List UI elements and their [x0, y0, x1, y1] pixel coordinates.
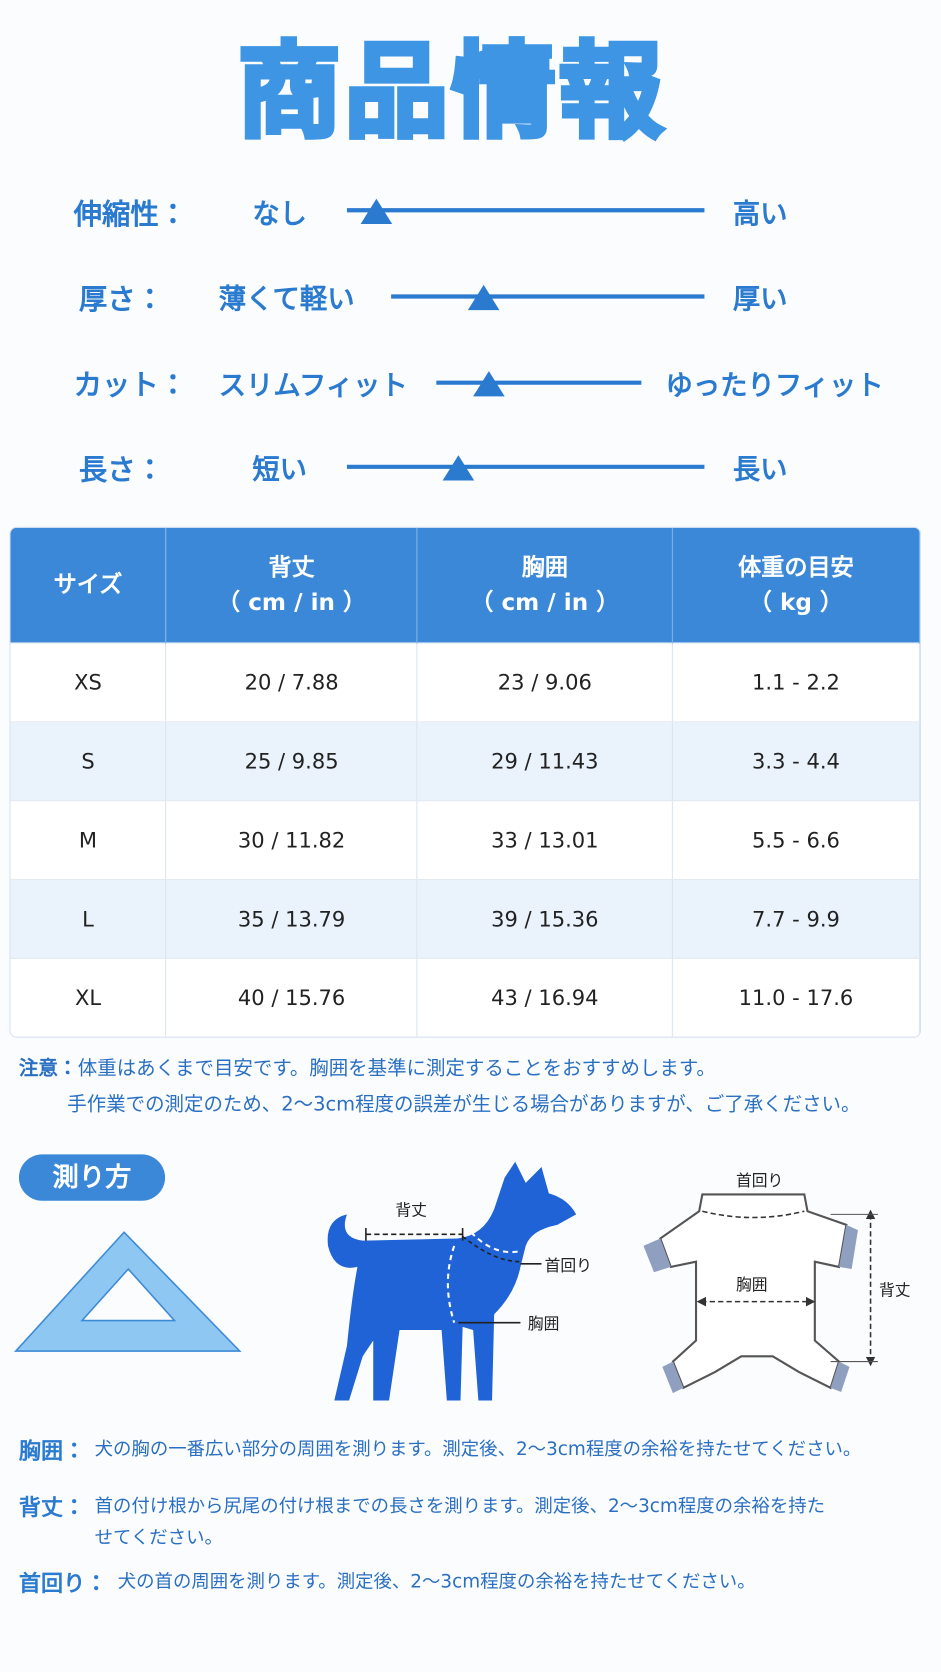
header-row: サイズ 背丈 （ cm / in ） 胸囲 （ cm / in ） 体重の目安 （ kg ）: [10, 527, 920, 643]
table-cell: 35 / 13.79: [166, 878, 418, 959]
garment-label: 背丈: [878, 1280, 911, 1300]
attribute-high: 長い: [732, 454, 788, 486]
section-title: 測り方: [18, 1154, 166, 1201]
table-cell: XS: [10, 642, 167, 722]
column-name: サイズ: [53, 571, 123, 599]
table-cell: 39 / 15.36: [417, 878, 674, 959]
column-unit: （ cm / in ）: [470, 589, 620, 616]
attribute-high: 厚い: [732, 283, 788, 316]
table-row: L 35 / 13.79 39 / 15.36 7.7 - 9.9: [10, 878, 920, 959]
table-body: XS 20 / 7.88 23 / 9.06 1.1 - 2.2 S 25 / 9.85 2…: [10, 642, 920, 1037]
table-cell: S: [10, 721, 167, 801]
column-header: 体重の目安 （ kg ）: [672, 527, 920, 643]
column-unit: （ cm / in ）: [217, 589, 367, 616]
definition-term: 首回り：: [18, 1570, 108, 1597]
column-header: 胸囲 （ cm / in ）: [417, 527, 674, 643]
garment-label: 胸囲: [735, 1275, 768, 1295]
note-line: 体重はあくまで目安です。胸囲を基準に測定することをおすすめします。: [77, 1057, 716, 1080]
attribute-label: 長さ：: [78, 454, 165, 487]
dog-label: 胸囲: [527, 1314, 560, 1334]
slider-marker: [473, 371, 505, 397]
column-unit: （ kg ）: [748, 589, 844, 616]
column-header: 背丈 （ cm / in ）: [166, 527, 418, 643]
table-row: M 30 / 11.82 33 / 13.01 5.5 - 6.6: [10, 800, 920, 880]
column-name: 体重の目安: [738, 554, 854, 581]
definition-term: 背丈：: [18, 1495, 86, 1521]
table-cell: L: [10, 878, 167, 959]
definition-text: 犬の胸の一番広い部分の周囲を測ります。測定後、2〜3cm程度の余裕を持たせてくだ…: [94, 1439, 862, 1461]
note-line: 手作業での測定のため、2〜3cm程度の誤差が生じる場合がありますが、ご了承くださ…: [67, 1093, 861, 1116]
attribute-label: 厚さ：: [78, 283, 165, 317]
dog-leaders: [365, 1228, 542, 1324]
table-row: S 25 / 9.85 29 / 11.43 3.3 - 4.4: [10, 721, 920, 801]
column-name: 背丈: [268, 554, 315, 581]
slider-marker: [442, 455, 475, 481]
garment-label: 首回り: [735, 1171, 784, 1191]
table-cell: 5.5 - 6.6: [672, 800, 920, 880]
table-cell: 40 / 15.76: [166, 957, 418, 1037]
dog-measure-lines: [446, 1231, 521, 1323]
dog-label: 首回り: [544, 1256, 592, 1276]
attribute-label: 伸縮性：: [73, 198, 188, 232]
column-name: 胸囲: [521, 554, 568, 581]
slider-lines: [346, 208, 705, 469]
attribute-high: 高い: [732, 198, 788, 231]
slider-markers: [360, 198, 505, 481]
page-title: 商品情報: [235, 30, 667, 155]
table-cell: 29 / 11.43: [417, 721, 674, 801]
slider-marker: [467, 284, 500, 311]
table-cell: M: [10, 800, 167, 880]
table-cell: 25 / 9.85: [166, 721, 418, 801]
definition-text: 首の付け根から尻尾の付け根までの長さを測ります。測定後、2〜3cm程度の余裕を持…: [94, 1496, 826, 1549]
column-header: サイズ: [10, 527, 167, 643]
table-cell: XL: [10, 957, 167, 1037]
table-row: XL 40 / 15.76 43 / 16.94 11.0 - 17.6: [10, 957, 920, 1037]
table-cell: 20 / 7.88: [166, 642, 418, 722]
size-table: サイズ 背丈 （ cm / in ） 胸囲 （ cm / in ） 体重の目安 （ kg ）…: [10, 527, 920, 1037]
note-label: 注意：: [18, 1057, 78, 1080]
table-cell: 33 / 13.01: [417, 800, 674, 880]
table-cell: 23 / 9.06: [417, 642, 674, 722]
ruler-icon: [13, 1231, 242, 1352]
table-cell: 3.3 - 4.4: [672, 721, 920, 801]
slider-marker: [360, 198, 393, 224]
attribute-high: ゆったりフィット: [665, 370, 884, 402]
attribute-label: カット：: [73, 369, 188, 402]
table-cell: 7.7 - 9.9: [672, 878, 920, 959]
attribute-low: 薄くて軽い: [218, 283, 355, 316]
dog-illustration: [327, 1161, 577, 1401]
attribute-low: 短い: [252, 454, 308, 486]
table-header: サイズ 背丈 （ cm / in ） 胸囲 （ cm / in ） 体重の目安 （ kg ）: [10, 527, 920, 643]
table-cell: 11.0 - 17.6: [672, 957, 920, 1037]
definition-text: 犬の首の周囲を測ります。測定後、2〜3cm程度の余裕を持たせてください。: [117, 1571, 756, 1593]
garment-illustration: [643, 1193, 878, 1394]
attribute-low: なし: [252, 198, 308, 231]
table-cell: 1.1 - 2.2: [672, 642, 920, 722]
table-cell: 30 / 11.82: [166, 800, 418, 880]
attribute-low: スリムフィット: [218, 370, 408, 402]
table-cell: 43 / 16.94: [417, 957, 674, 1037]
definition-term: 胸囲：: [18, 1438, 86, 1464]
dog-label: 背丈: [395, 1200, 427, 1220]
table-row: XS 20 / 7.88 23 / 9.06 1.1 - 2.2: [10, 642, 920, 722]
